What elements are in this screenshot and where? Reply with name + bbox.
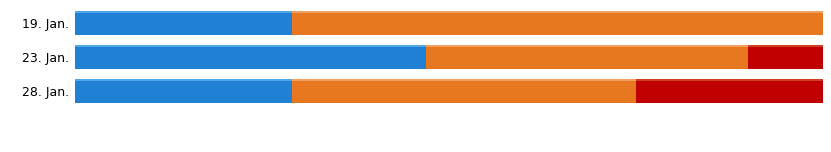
Bar	[292, 79, 636, 103]
Bar	[426, 45, 748, 69]
Bar	[75, 79, 292, 103]
Bar	[75, 11, 292, 13]
Bar	[636, 79, 823, 81]
Bar	[292, 11, 823, 13]
Bar	[75, 79, 292, 81]
Bar	[426, 45, 748, 47]
Bar	[748, 45, 823, 69]
Bar	[75, 45, 426, 47]
Bar	[75, 45, 426, 69]
Bar	[292, 79, 636, 81]
Bar	[292, 11, 823, 35]
Bar	[636, 79, 823, 103]
Bar	[748, 45, 823, 47]
Bar	[75, 11, 292, 35]
